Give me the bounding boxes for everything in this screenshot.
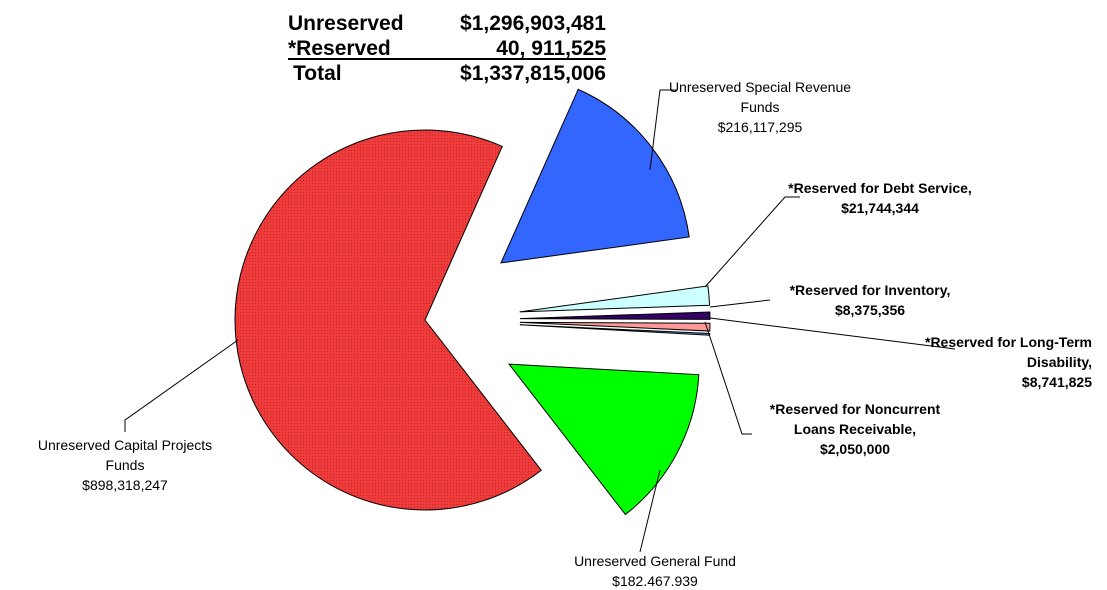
slice-label: *Reserved for Noncurrent Loans Receivable… xyxy=(770,401,941,437)
pie-slice xyxy=(234,129,542,511)
slice-label: *Reserved for Debt Service, xyxy=(788,180,972,196)
summary: Unreserved $1,296,903,481 *Reserved 40, 911… xyxy=(288,12,606,85)
slice-label: Unreserved Special Revenue Funds xyxy=(669,79,851,115)
summary-label: Total xyxy=(293,62,342,85)
pie-slice xyxy=(500,88,690,264)
labels: Unreserved Capital Projects Funds $898,318… xyxy=(38,79,1092,589)
slice-value-label: $8,375,356 xyxy=(835,302,905,318)
pie-slice xyxy=(519,321,711,332)
leader-line xyxy=(639,469,661,553)
summary-value: 40, 911,525 xyxy=(496,37,606,60)
leader-line xyxy=(704,321,752,435)
slice-label: *Reserved for Inventory, xyxy=(790,282,951,298)
leader-line xyxy=(709,317,956,350)
slice-label: Unreserved General Fund xyxy=(574,553,736,569)
pie-slice xyxy=(508,363,700,516)
slice-value-label: $21,744,344 xyxy=(841,200,919,216)
slice-label: Unreserved Capital Projects Funds xyxy=(38,437,212,473)
summary-label: *Reserved xyxy=(288,37,391,60)
leader-line xyxy=(704,196,800,288)
slice-value-label: $182.467.939 xyxy=(612,573,698,589)
pie xyxy=(234,88,711,516)
slice-value-label: $216,117,295 xyxy=(718,119,803,135)
slice-value-label: $2,050,000 xyxy=(820,441,890,457)
summary-label: Unreserved xyxy=(288,12,404,35)
slice-label: *Reserved for Long-Term Disability, xyxy=(925,334,1092,370)
pie-slice xyxy=(519,285,711,313)
pie-slice xyxy=(519,311,711,320)
slice-value-label: $8,741,825 xyxy=(1022,374,1092,390)
leader-line xyxy=(649,89,676,171)
leader-line xyxy=(124,339,239,432)
summary-value: $1,296,903,481 xyxy=(460,12,606,35)
leader-line xyxy=(709,299,771,308)
slice-value-label: $898,318,247 xyxy=(82,477,168,493)
summary-value: $1,337,815,006 xyxy=(460,62,606,85)
